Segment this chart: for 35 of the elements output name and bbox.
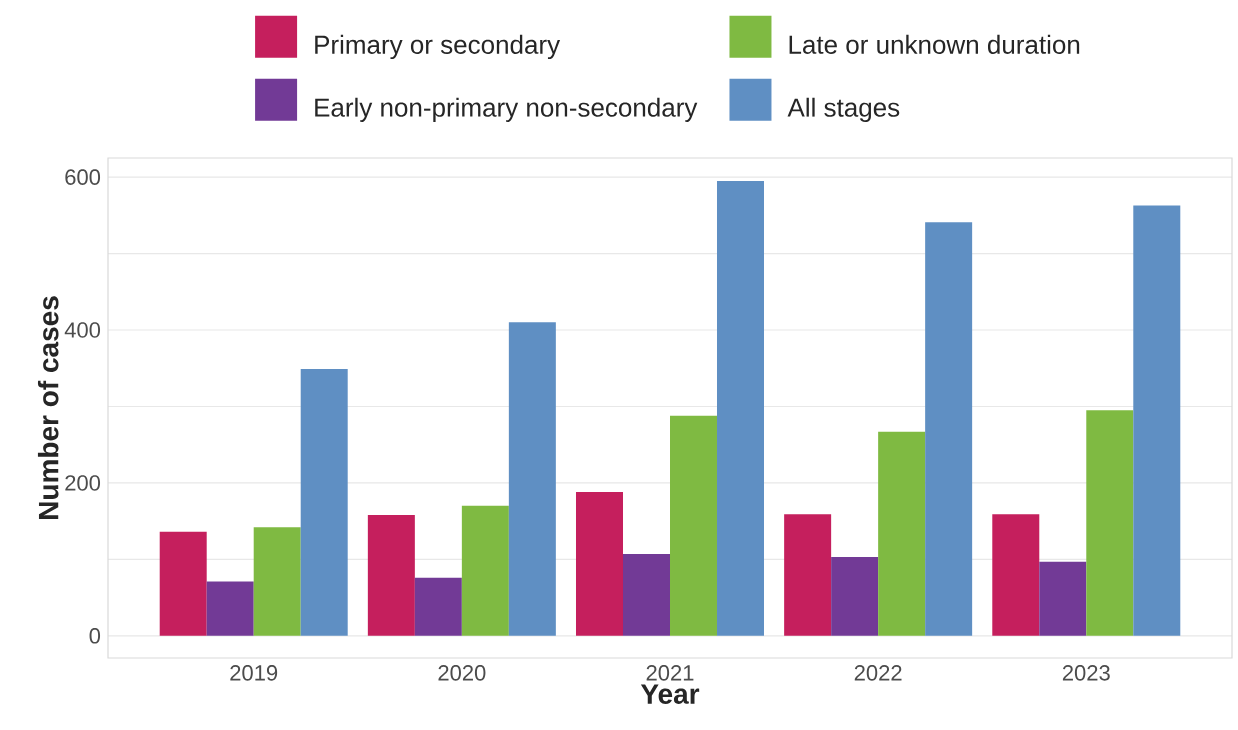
- bar: [670, 415, 717, 636]
- x-tick-label: 2021: [646, 665, 694, 681]
- bar: [784, 514, 832, 636]
- y-tick-label: 0: [89, 628, 101, 644]
- bar: [831, 557, 879, 636]
- bar: [1039, 561, 1087, 636]
- bar: [508, 322, 556, 636]
- bar: [878, 431, 926, 636]
- bar: [414, 577, 462, 636]
- bar: [717, 180, 764, 636]
- bar: [159, 531, 207, 636]
- bar: [1086, 410, 1134, 636]
- bar: [575, 492, 623, 636]
- bar: [1133, 205, 1181, 636]
- y-tick-label: 200: [65, 475, 101, 491]
- x-axis-title: Year: [640, 684, 700, 704]
- bar: [300, 369, 348, 636]
- x-tick-label: 2019: [230, 665, 278, 681]
- bar: [992, 514, 1040, 636]
- y-tick-label: 400: [64, 322, 101, 338]
- bar: [206, 581, 254, 636]
- y-tick-label: 600: [65, 169, 101, 185]
- y-axis-title: Number of cases: [37, 296, 59, 519]
- bar: [461, 505, 509, 636]
- legend-label: All stages: [787, 97, 900, 122]
- x-tick-label: 2022: [854, 665, 902, 681]
- bar: [253, 527, 301, 636]
- bar: [367, 515, 415, 636]
- bar: [623, 554, 670, 636]
- legend-label: Early non-primary non-secondary: [315, 97, 698, 122]
- x-tick-label: 2020: [438, 665, 486, 681]
- legend-label: Primary or secondary: [315, 34, 561, 60]
- legend-label: Late or unknown duration: [789, 34, 1080, 54]
- bar: [925, 222, 973, 636]
- x-tick-label: 2023: [1062, 665, 1110, 681]
